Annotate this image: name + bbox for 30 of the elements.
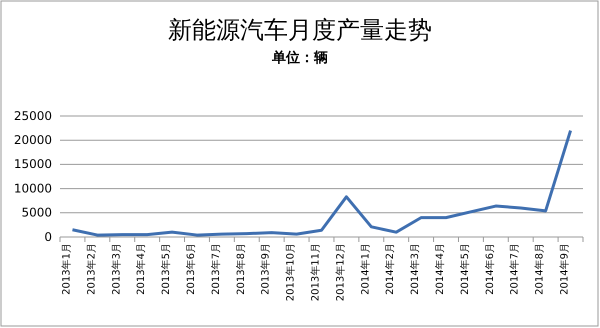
x-tick-label: 2014年1月 <box>359 243 372 295</box>
chart-subtitle: 单位：辆 <box>271 50 328 66</box>
line-series <box>70 129 572 237</box>
x-tick-label: 2014年6月 <box>484 243 496 295</box>
y-tick-label: 10000 <box>14 181 52 196</box>
x-tick-label: 2014年4月 <box>434 243 446 295</box>
x-tick-label: 2014年8月 <box>534 243 546 295</box>
y-tick-label: 0 <box>44 230 52 244</box>
y-tick-label: 15000 <box>14 157 52 172</box>
x-tick-label: 2014年9月 <box>558 243 571 295</box>
x-tick-label: 2013年2月 <box>85 243 98 295</box>
y-tick-label: 25000 <box>14 108 52 123</box>
chart-title: 新能源汽车月度产量走势 <box>168 16 432 44</box>
y-tick-label: 20000 <box>14 133 52 148</box>
x-tick-label: 2013年7月 <box>210 243 222 295</box>
x-tick-label: 2013年5月 <box>160 243 172 295</box>
x-tick-label: 2013年9月 <box>260 243 272 295</box>
y-tick-label: 5000 <box>21 206 52 220</box>
x-tick-label: 2014年7月 <box>508 243 521 295</box>
x-tick-label: 2013年3月 <box>110 243 122 295</box>
x-tick-label: 2013年12月 <box>334 243 346 302</box>
x-tick-label: 2013年8月 <box>234 243 247 295</box>
x-tick-label: 2014年5月 <box>458 243 471 295</box>
x-tick-label: 2013年4月 <box>135 243 148 295</box>
x-tick-label: 2014年3月 <box>409 243 422 295</box>
x-tick-label: 2014年2月 <box>384 243 396 295</box>
x-tick-label: 2013年1月 <box>60 243 72 295</box>
x-tick-label: 2013年6月 <box>184 243 197 295</box>
x-tick-label: 2013年11月 <box>310 243 322 302</box>
x-tick-label: 2013年10月 <box>284 243 297 302</box>
